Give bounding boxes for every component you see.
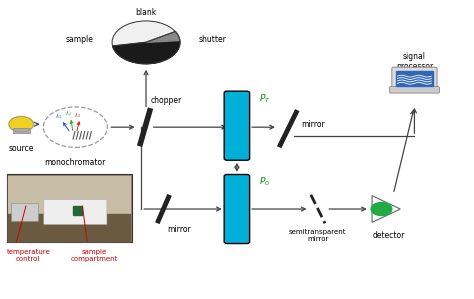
FancyBboxPatch shape	[396, 71, 433, 86]
Text: temperature
control: temperature control	[6, 249, 50, 262]
Polygon shape	[372, 196, 401, 222]
Text: mirror: mirror	[167, 225, 191, 234]
Text: blank: blank	[136, 7, 156, 16]
Text: sample: sample	[65, 35, 93, 44]
FancyBboxPatch shape	[392, 67, 437, 89]
Text: monochromator: monochromator	[45, 158, 106, 167]
Circle shape	[371, 202, 392, 216]
FancyBboxPatch shape	[9, 176, 130, 241]
Text: signal
processor: signal processor	[396, 52, 433, 71]
FancyBboxPatch shape	[7, 175, 132, 242]
Text: $P_T$: $P_T$	[258, 93, 270, 105]
FancyBboxPatch shape	[9, 214, 130, 241]
FancyBboxPatch shape	[224, 175, 250, 244]
Text: source: source	[9, 144, 34, 152]
FancyBboxPatch shape	[224, 91, 250, 160]
Text: $\lambda_3$: $\lambda_3$	[74, 111, 81, 120]
Text: semitransparent
mirror: semitransparent mirror	[289, 229, 346, 242]
Text: mirror: mirror	[301, 120, 325, 129]
Text: detector: detector	[373, 231, 405, 240]
Text: b
l
a
n
k: b l a n k	[235, 192, 239, 226]
Text: chopper: chopper	[151, 96, 182, 105]
Text: $\lambda_1$: $\lambda_1$	[55, 112, 63, 121]
Text: $P_0$: $P_0$	[258, 176, 270, 188]
FancyBboxPatch shape	[390, 86, 439, 93]
Text: shutter: shutter	[199, 35, 227, 44]
Text: s
a
m
p
l
e: s a m p l e	[234, 105, 240, 146]
FancyBboxPatch shape	[44, 199, 107, 225]
FancyBboxPatch shape	[13, 128, 30, 132]
FancyBboxPatch shape	[11, 203, 38, 221]
Text: sample
compartment: sample compartment	[71, 249, 118, 262]
Circle shape	[9, 117, 34, 132]
Wedge shape	[113, 32, 180, 64]
Wedge shape	[112, 21, 175, 46]
Wedge shape	[146, 32, 180, 42]
Text: $\lambda_2$: $\lambda_2$	[65, 109, 72, 118]
FancyBboxPatch shape	[73, 206, 82, 215]
